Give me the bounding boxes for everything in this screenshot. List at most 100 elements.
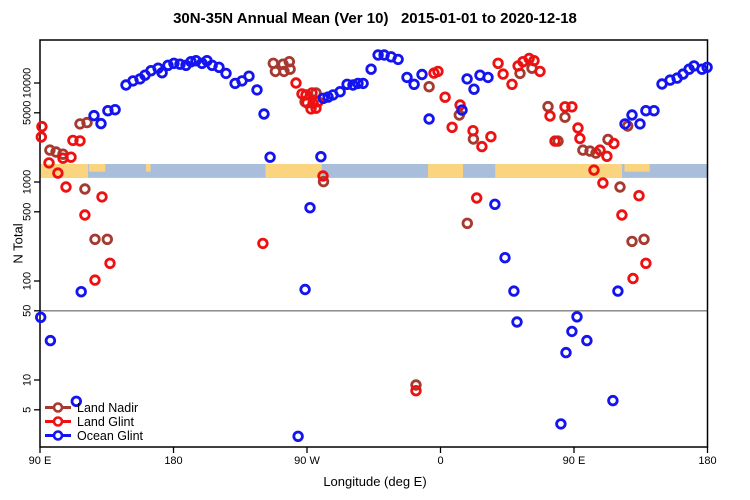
data-point-land-glint [305,103,317,115]
data-point-land-glint [74,135,86,147]
data-point-ocean-glint [352,77,364,90]
data-point-ocean-glint [258,108,270,120]
data-point-land-glint [608,137,620,150]
data-point-land-glint [410,385,422,397]
data-point-land-glint [616,209,628,221]
map-band-land [88,163,106,172]
data-point-ocean-glint [264,151,276,163]
data-point-land-nadir [584,145,596,157]
data-point-land-glint [485,130,497,143]
data-point-ocean-glint [213,61,225,74]
map-band-land [265,163,322,178]
data-point-ocean-glint [35,311,47,324]
data-point-ocean-glint [648,104,660,117]
data-point-ocean-glint [511,316,523,328]
data-point-land-glint [65,151,77,163]
data-point-ocean-glint [95,117,107,130]
chart-title: 30N-35N Annual Mean (Ver 10) 2015-01-01 … [173,10,577,27]
data-point-ocean-glint [392,53,404,66]
data-point-land-glint [566,101,578,113]
y-tick-label: 100 [22,272,34,290]
map-band-land [146,163,151,172]
data-point-land-glint [574,132,586,145]
x-tick-label: 180 [164,455,182,467]
data-point-land-glint [43,157,55,169]
y-tick-label: 10 [22,374,34,386]
x-tick-label: 90 E [563,455,586,467]
data-point-ocean-glint [508,285,520,297]
plot-frame [39,39,709,448]
data-point-ocean-glint [365,63,377,75]
data-point-ocean-glint [88,109,100,122]
data-point-land-glint [317,170,329,182]
y-axis-label: N Total [10,223,26,264]
data-point-land-nadir [626,235,638,248]
data-point-ocean-glint [571,311,583,323]
data-point-land-glint [471,192,483,204]
data-point-land-glint [594,144,606,156]
data-point-ocean-glint [401,71,413,84]
data-point-land-glint [492,57,504,70]
data-point-land-glint [67,134,79,147]
data-point-land-nadir [79,183,91,195]
data-point-land-nadir [410,379,422,391]
data-point-ocean-glint [566,325,578,338]
data-point-land-glint [597,177,609,189]
data-point-ocean-glint [489,198,501,211]
data-point-land-glint [544,110,556,122]
data-point-ocean-glint [292,430,304,443]
x-tick-label: 0 [437,455,443,467]
data-point-land-glint [52,167,64,179]
data-point-land-glint [497,68,509,80]
data-point-land-glint [588,164,600,176]
data-point-land-glint [640,257,652,270]
data-point-ocean-glint [461,73,473,85]
x-tick-label: 90 E [29,455,52,467]
data-point-land-glint [627,272,639,285]
data-point-land-glint [506,78,518,91]
y-tick-label: 5000 [22,101,34,125]
data-point-ocean-glint [334,85,346,98]
data-point-ocean-glint [243,70,255,82]
data-point-ocean-glint [357,77,369,90]
legend-label: Ocean Glint [77,429,144,443]
data-point-ocean-glint [581,334,593,347]
data-point-land-nadir [89,233,101,246]
data-point-land-glint [446,121,458,134]
data-point-ocean-glint [423,113,435,125]
data-point-land-glint [96,191,108,203]
data-point-ocean-glint [168,57,180,70]
data-point-land-nadir [423,80,435,93]
data-point-ocean-glint [70,395,83,408]
data-point-ocean-glint [75,286,87,298]
data-point-land-glint [559,101,571,113]
legend-marker-icon [52,402,64,413]
data-point-land-glint [104,257,116,270]
y-tick-label: 1000 [22,170,34,194]
data-point-ocean-glint [416,68,428,81]
data-point-land-nadir [559,111,571,123]
data-point-land-glint [79,209,91,221]
data-point-ocean-glint [482,71,494,84]
data-point-ocean-glint [317,92,330,105]
data-point-land-glint [310,102,322,114]
data-point-ocean-glint [162,59,174,72]
data-point-land-glint [89,274,101,286]
data-point-land-glint [467,124,479,137]
map-band-land [495,163,623,178]
data-point-land-nadir [317,175,330,188]
data-point-ocean-glint [607,394,619,407]
data-point-land-glint [633,189,645,202]
legend-marker-icon [52,430,64,441]
data-point-land-glint [35,131,48,143]
data-point-ocean-glint [185,56,197,68]
data-point-ocean-glint [612,285,624,297]
data-point-land-nadir [44,144,56,156]
x-axis-label: Longitude (deg E) [323,474,427,489]
data-point-land-glint [60,181,72,193]
data-point-land-glint [534,65,546,78]
data-point-ocean-glint [626,109,638,121]
data-point-land-glint [306,87,318,99]
data-point-land-glint [601,150,613,163]
